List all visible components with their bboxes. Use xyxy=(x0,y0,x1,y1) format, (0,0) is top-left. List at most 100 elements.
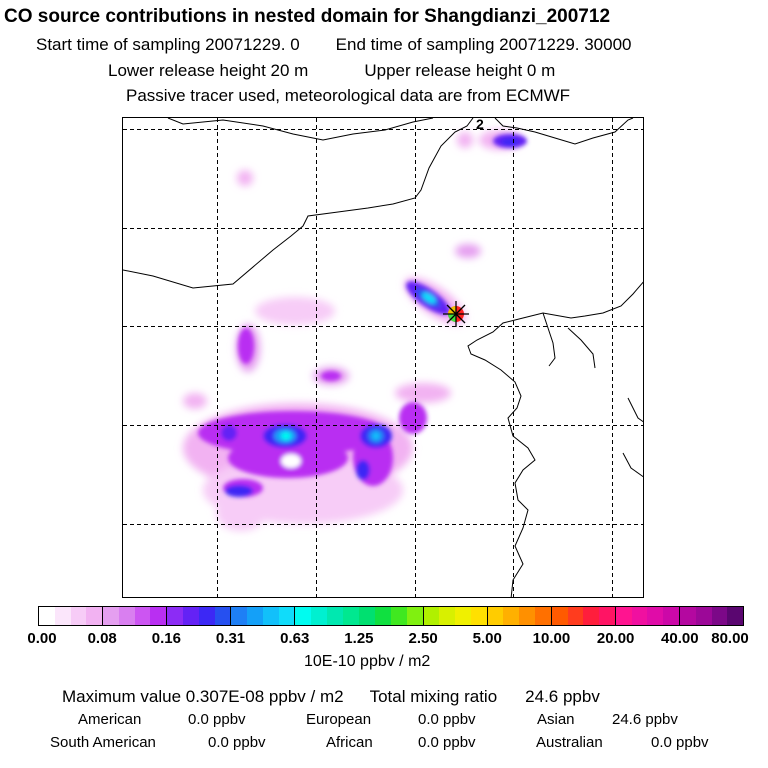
colorbar-swatch xyxy=(359,607,376,625)
plume-core-layer xyxy=(198,134,527,497)
colorbar-swatch xyxy=(503,607,520,625)
plume-light-layer xyxy=(183,130,523,531)
colorbar-tick-label: 1.25 xyxy=(344,630,374,647)
colorbar-swatch xyxy=(150,607,167,625)
country-borders xyxy=(123,118,643,597)
colorbar-segment xyxy=(359,607,424,625)
colorbar-swatch xyxy=(39,607,55,625)
colorbar-segment xyxy=(39,607,104,625)
map-canvas: 2 xyxy=(123,118,643,597)
contour-label: 2 xyxy=(476,118,484,132)
colorbar-swatch xyxy=(247,607,263,625)
colorbar-segment xyxy=(167,607,232,625)
colorbar-swatch xyxy=(311,607,327,625)
colorbar-swatch xyxy=(695,607,712,625)
receptor-marker-icon xyxy=(443,301,469,327)
colorbar-swatch xyxy=(231,607,248,625)
lower-release-text: Lower release height 20 m xyxy=(108,61,309,80)
colorbar-swatch xyxy=(214,607,231,625)
colorbar-tick-label: 0.16 xyxy=(151,630,181,647)
colorbar-swatch xyxy=(487,607,504,625)
region-name: American xyxy=(78,711,142,728)
colorbar-swatch xyxy=(406,607,423,625)
colorbar-swatch xyxy=(519,607,535,625)
colorbar-tick-label: 0.31 xyxy=(215,630,246,647)
tracer-note: Passive tracer used, meteorological data… xyxy=(126,86,571,105)
colorbar-swatch xyxy=(262,607,279,625)
colorbar-tick-label: 2.50 xyxy=(408,630,438,647)
region-value: 0.0 ppbv xyxy=(418,734,476,751)
region-value: 0.0 ppbv xyxy=(651,734,709,751)
region-value: 0.0 ppbv xyxy=(418,711,476,728)
colorbar-swatch xyxy=(182,607,199,625)
colorbar-swatch xyxy=(711,607,728,625)
colorbar-swatch xyxy=(167,607,183,625)
region-name: Australian xyxy=(536,734,603,751)
concentration-field xyxy=(183,130,527,531)
colorbar xyxy=(38,606,744,626)
colorbar-segment xyxy=(487,607,552,625)
total-mixing-label: Total mixing ratio xyxy=(369,687,498,706)
figure-title: CO source contributions in nested domain… xyxy=(4,6,611,27)
colorbar-swatch xyxy=(103,607,119,625)
region-value: 24.6 ppbv xyxy=(612,711,678,728)
sampling-time-line: Start time of sampling 20071229. 0 End ti… xyxy=(36,35,632,55)
colorbar-unit: 10E-10 ppbv / m2 xyxy=(304,653,431,670)
colorbar-segment xyxy=(231,607,296,625)
colorbar-swatch xyxy=(615,607,632,625)
colorbar-swatch xyxy=(439,607,456,625)
colorbar-tick-label: 40.00 xyxy=(661,630,699,647)
colorbar-tick-label: 0.00 xyxy=(27,630,57,647)
colorbar-tick-label: 5.00 xyxy=(472,630,502,647)
colorbar-swatch xyxy=(727,607,744,625)
colorbar-swatch xyxy=(455,607,471,625)
region-name: European xyxy=(306,711,372,728)
start-time-text: Start time of sampling 20071229. 0 xyxy=(36,35,300,54)
colorbar-swatch xyxy=(631,607,648,625)
colorbar-swatch xyxy=(54,607,71,625)
colorbar-swatch xyxy=(391,607,407,625)
colorbar-tick-label: 20.00 xyxy=(596,630,635,647)
end-time-text: End time of sampling 20071229. 30000 xyxy=(335,35,632,54)
colorbar-swatch xyxy=(342,607,359,625)
colorbar-swatch xyxy=(663,607,679,625)
colorbar-swatch xyxy=(278,607,295,625)
colorbar-segment xyxy=(423,607,488,625)
colorbar-swatch xyxy=(679,607,696,625)
summary-line: Maximum value 0.307E-08 ppbv / m2 Total m… xyxy=(62,687,600,707)
colorbar-segment xyxy=(103,607,168,625)
colorbar-swatch xyxy=(647,607,664,625)
colorbar-tick-label: 0.63 xyxy=(280,630,310,647)
colorbar-swatch xyxy=(86,607,103,625)
colorbar-swatch xyxy=(551,607,568,625)
colorbar-swatch xyxy=(535,607,551,625)
total-mixing-value: 24.6 ppbv xyxy=(525,687,600,706)
colorbar-swatch xyxy=(326,607,343,625)
colorbar-tick-label: 80.00 xyxy=(711,630,749,647)
colorbar-tick-label: 0.08 xyxy=(87,630,117,647)
colorbar-swatch xyxy=(470,607,487,625)
colorbar-swatch xyxy=(567,607,584,625)
colorbar-swatch xyxy=(583,607,600,625)
map-panel: 2 xyxy=(122,117,644,598)
colorbar-segment xyxy=(551,607,616,625)
release-height-line: Lower release height 20 m Upper release h… xyxy=(108,61,555,81)
colorbar-segment xyxy=(295,607,360,625)
colorbar-swatch xyxy=(295,607,312,625)
colorbar-swatch xyxy=(198,607,215,625)
region-name: African xyxy=(326,734,373,751)
upper-release-text: Upper release height 0 m xyxy=(364,61,556,80)
colorbar-swatch xyxy=(423,607,440,625)
colorbar-swatch xyxy=(375,607,392,625)
lat-lon-grid xyxy=(123,118,643,597)
region-name: South American xyxy=(50,734,156,751)
colorbar-swatch xyxy=(118,607,135,625)
colorbar-swatch xyxy=(599,607,615,625)
region-name: Asian xyxy=(537,711,575,728)
colorbar-swatch xyxy=(134,607,151,625)
max-value-text: Maximum value 0.307E-08 ppbv / m2 xyxy=(62,687,344,706)
colorbar-tick-label: 10.00 xyxy=(532,630,571,647)
colorbar-segment xyxy=(615,607,680,625)
region-value: 0.0 ppbv xyxy=(208,734,266,751)
colorbar-swatch xyxy=(70,607,87,625)
